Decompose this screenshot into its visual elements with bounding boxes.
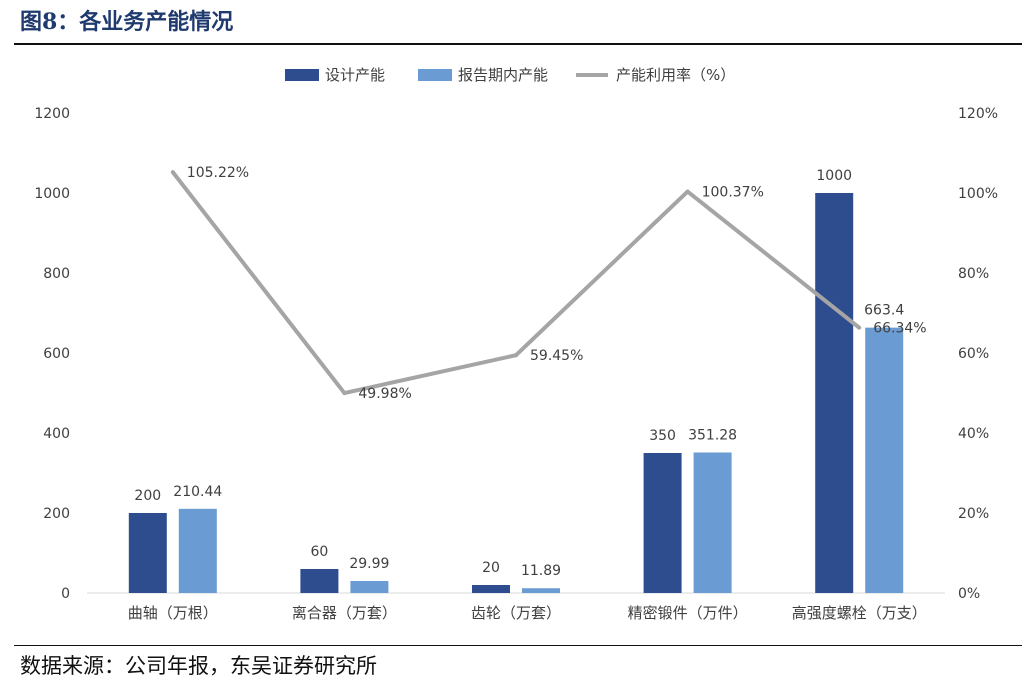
x-tick-label: 曲轴（万根）	[128, 604, 218, 622]
source-note: 数据来源：公司年报，东吴证券研究所	[20, 654, 377, 678]
y-tick-label: 400	[43, 426, 70, 442]
y-tick-label: 0	[61, 586, 70, 602]
line-point	[857, 325, 862, 330]
bar	[643, 453, 682, 593]
top-rule	[14, 43, 1022, 45]
bar	[693, 452, 732, 593]
x-axis-labels: 曲轴（万根） 离合器（万套） 齿轮（万套） 精密锻件（万件） 高强度螺栓（万支）	[128, 604, 927, 622]
line-data-label: 49.98%	[358, 386, 411, 402]
bar	[865, 327, 904, 593]
bar-data-label: 210.44	[173, 484, 222, 500]
bar	[350, 581, 389, 593]
line-point	[342, 391, 347, 396]
line-point	[685, 189, 690, 194]
y2-tick-label: 20%	[958, 506, 989, 522]
y-tick-label: 1200	[34, 106, 70, 122]
bar-data-label: 663.4	[864, 303, 904, 319]
x-tick-label: 高强度螺栓（万支）	[792, 604, 927, 622]
line-data-label: 66.34%	[873, 321, 926, 337]
capacity-chart: 设计产能 报告期内产能 产能利用率（%） 0 200 400 600 800 1000 1200…	[34, 66, 998, 622]
y2-tick-label: 40%	[958, 426, 989, 442]
y2-tick-label: 0%	[958, 586, 980, 602]
y-tick-label: 200	[43, 506, 70, 522]
bar	[522, 588, 560, 593]
utilization-line	[170, 170, 862, 396]
utilization-line-path	[171, 170, 861, 396]
y2-tick-label: 120%	[958, 106, 998, 122]
y2-tick-label: 100%	[958, 186, 998, 202]
data-labels: 200 60 20 350 1000 210.44 29.99 11.89 351.28 663.…	[134, 165, 926, 579]
legend-label: 设计产能	[325, 66, 385, 84]
bar	[300, 569, 339, 593]
y2-tick-label: 60%	[958, 346, 989, 362]
bar-data-label: 11.89	[521, 563, 561, 579]
bars	[128, 193, 904, 593]
line-point	[170, 170, 175, 175]
bar-data-label: 60	[310, 544, 328, 560]
legend-swatch	[285, 69, 319, 81]
y-tick-label: 600	[43, 346, 70, 362]
y-axis-left: 0 200 400 600 800 1000 1200	[34, 106, 70, 602]
bar-data-label: 200	[134, 488, 161, 504]
y2-tick-label: 80%	[958, 266, 989, 282]
y-tick-label: 800	[43, 266, 70, 282]
x-tick-label: 精密锻件（万件）	[628, 604, 748, 622]
bar	[815, 193, 854, 593]
bar-data-label: 1000	[816, 168, 852, 184]
bar	[178, 508, 217, 593]
x-tick-label: 离合器（万套）	[292, 604, 397, 622]
line-point	[514, 353, 518, 358]
bar-data-label: 29.99	[349, 556, 389, 572]
legend-label: 产能利用率（%）	[616, 66, 735, 84]
bottom-rule	[14, 645, 1022, 646]
bar	[472, 585, 510, 593]
legend: 设计产能 报告期内产能 产能利用率（%）	[285, 66, 735, 84]
legend-label: 报告期内产能	[458, 66, 548, 84]
bar-data-label: 20	[482, 560, 500, 576]
x-tick-label: 齿轮（万套）	[471, 604, 561, 622]
y-tick-label: 1000	[34, 186, 70, 202]
bar	[128, 513, 167, 593]
bar-data-label: 350	[649, 428, 676, 444]
y-axis-right: 0% 20% 40% 60% 80% 100% 120%	[958, 106, 998, 602]
line-data-label: 100.37%	[702, 185, 764, 201]
bar-data-label: 351.28	[688, 427, 737, 443]
figure-title: 图8：各业务产能情况	[20, 9, 234, 35]
line-data-label: 59.45%	[530, 348, 583, 364]
line-data-label: 105.22%	[187, 165, 249, 181]
legend-swatch	[418, 69, 452, 81]
